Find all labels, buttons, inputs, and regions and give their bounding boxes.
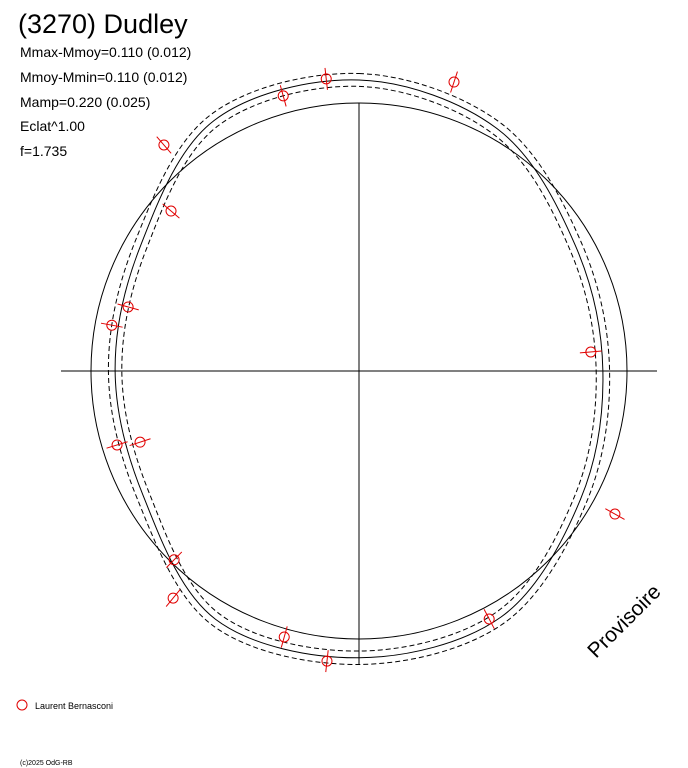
- error-bar: [165, 589, 181, 607]
- point: [321, 655, 333, 667]
- error-bar: [117, 303, 139, 311]
- stat: Mamp=0.220 (0.025): [20, 94, 150, 110]
- point: [122, 301, 134, 313]
- error-bar: [280, 626, 288, 648]
- copyright: (c)2025 OdG-RB: [20, 760, 73, 767]
- error-bar: [156, 136, 172, 154]
- fit-bound: [107, 72, 611, 665]
- point: [609, 508, 621, 520]
- point: [320, 73, 332, 85]
- error-bar: [162, 203, 180, 219]
- point: [483, 613, 495, 625]
- fit-curve: [114, 79, 604, 659]
- legend-marker: [16, 699, 28, 711]
- point: [168, 554, 180, 566]
- point: [277, 90, 289, 102]
- error-bar: [450, 71, 458, 93]
- point: [448, 76, 460, 88]
- error-bar: [483, 608, 495, 629]
- error-bar: [325, 650, 329, 673]
- point: [158, 139, 170, 151]
- point: [106, 319, 118, 331]
- error-bar: [279, 85, 287, 107]
- stat: f=1.735: [20, 143, 67, 159]
- error-bar: [100, 322, 123, 328]
- point: [134, 436, 146, 448]
- stat: Mmoy-Mmin=0.110 (0.012): [20, 69, 187, 85]
- legend-label: Laurent Bernasconi: [35, 701, 113, 711]
- point: [165, 205, 177, 217]
- stat: Eclat^1.00: [20, 118, 85, 134]
- chart-title: (3270) Dudley: [18, 9, 188, 39]
- error-bar: [129, 438, 151, 447]
- error-bar: [579, 350, 602, 354]
- error-bar: [324, 67, 328, 90]
- reference-circle: [90, 102, 628, 640]
- error-bar: [605, 508, 625, 520]
- error-bar: [166, 551, 183, 569]
- stat: Mmax-Mmoy=0.110 (0.012): [20, 44, 191, 60]
- point: [111, 439, 123, 451]
- fit-bound: [121, 85, 597, 652]
- error-bar: [106, 441, 128, 449]
- point: [167, 592, 179, 604]
- point: [585, 346, 597, 358]
- point: [278, 631, 290, 643]
